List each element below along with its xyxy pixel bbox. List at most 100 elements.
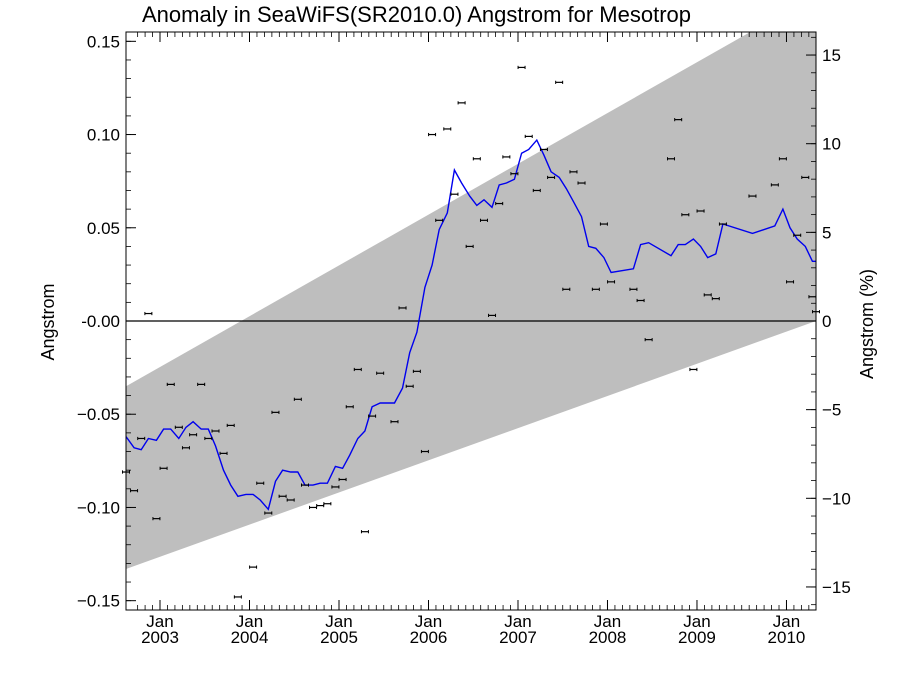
- y-right-tick-label: 5: [822, 223, 831, 242]
- data-point: [271, 410, 280, 414]
- data-point: [390, 420, 399, 424]
- blue-series-line: [126, 138, 816, 511]
- data-point: [264, 511, 273, 515]
- data-point: [353, 367, 362, 372]
- y-tick-label: 0.10: [87, 126, 120, 145]
- y-tick-label: −0.15: [77, 592, 120, 611]
- data-point: [189, 433, 198, 437]
- data-point: [562, 287, 571, 291]
- data-point: [718, 222, 727, 226]
- data-point: [293, 397, 302, 401]
- data-point: [249, 565, 258, 569]
- data-point: [599, 222, 608, 226]
- data-point: [696, 209, 705, 213]
- data-point: [748, 194, 757, 198]
- x-tick-year: 2009: [678, 628, 716, 647]
- data-point: [197, 382, 206, 386]
- x-tick-year: 2010: [768, 628, 806, 647]
- data-point: [204, 436, 213, 441]
- data-point: [495, 201, 504, 206]
- y-tick-label: -0.00: [81, 312, 120, 331]
- data-point: [457, 101, 466, 105]
- data-point: [681, 213, 690, 217]
- data-point: [524, 134, 533, 139]
- data-point: [338, 477, 347, 482]
- data-point: [801, 175, 810, 180]
- data-point: [181, 446, 190, 450]
- data-point: [309, 505, 318, 510]
- y-tick-label: −0.10: [77, 498, 120, 517]
- data-point: [137, 436, 146, 441]
- data-point: [159, 466, 168, 470]
- x-tick-month: Jan: [325, 612, 352, 631]
- y-right-tick-label: 0: [822, 312, 831, 331]
- data-point: [443, 127, 452, 131]
- axes: 0.15 0.10 0.05 -0.00 −0.05 −0.10 −0.15 15 10 5 0 −5…: [77, 32, 851, 647]
- y-right-tick-label: 10: [822, 135, 841, 154]
- data-point: [130, 489, 139, 493]
- y-right-tick-label: 15: [822, 46, 841, 65]
- data-point: [793, 233, 802, 237]
- data-point: [689, 367, 698, 372]
- data-point: [331, 485, 340, 489]
- data-point: [786, 280, 795, 284]
- data-point: [152, 517, 161, 521]
- data-point: [472, 157, 481, 161]
- data-point: [479, 218, 488, 222]
- data-point: [174, 425, 183, 429]
- data-point: [360, 530, 369, 534]
- data-point: [278, 494, 287, 498]
- data-point: [412, 369, 421, 373]
- x-tick-year: 2004: [231, 628, 269, 647]
- data-point: [629, 287, 638, 291]
- data-point: [539, 147, 548, 152]
- data-point: [376, 371, 385, 375]
- data-point: [577, 181, 586, 185]
- data-point: [547, 175, 556, 180]
- x-tick-month: Jan: [236, 612, 263, 631]
- x-tick-month: Jan: [683, 612, 710, 631]
- x-tick-month: Jan: [146, 612, 173, 631]
- y-right-tick-label: −15: [822, 578, 851, 597]
- data-point: [398, 306, 407, 310]
- data-point: [517, 65, 526, 70]
- data-point: [636, 298, 645, 303]
- data-point: [488, 313, 497, 318]
- x-tick-year: 2005: [320, 628, 358, 647]
- y-tick-label: 0.05: [87, 219, 120, 238]
- data-point: [778, 157, 787, 161]
- data-point: [667, 157, 676, 161]
- data-point: [644, 338, 653, 342]
- data-point: [144, 311, 153, 316]
- y-right-tick-label: −5: [822, 401, 841, 420]
- x-tick-year: 2008: [589, 628, 627, 647]
- y-tick-label: 0.15: [87, 32, 120, 51]
- data-point: [555, 80, 564, 84]
- x-tick-year: 2007: [499, 628, 537, 647]
- data-point: [607, 280, 616, 284]
- data-point: [770, 183, 779, 187]
- data-point: [435, 218, 444, 222]
- data-point: [345, 405, 354, 409]
- x-tick-month: Jan: [594, 612, 621, 631]
- data-point: [316, 503, 325, 508]
- data-point: [428, 132, 437, 137]
- data-point: [211, 429, 220, 433]
- data-point: [591, 287, 600, 291]
- data-point: [286, 498, 295, 502]
- x-tick-month: Jan: [504, 612, 531, 631]
- data-point: [502, 155, 511, 159]
- data-point: [300, 483, 309, 487]
- data-point: [405, 384, 414, 388]
- data-point: [256, 481, 265, 485]
- y-axis-label: Angstrom: [38, 283, 58, 360]
- data-point: [368, 414, 377, 418]
- x-tick-month: Jan: [415, 612, 442, 631]
- x-tick-month: Jan: [773, 612, 800, 631]
- band-polygon: [126, 32, 816, 569]
- x-tick-year: 2006: [410, 628, 448, 647]
- y-axis-label-right: Angstrom (%): [857, 269, 877, 379]
- data-point: [532, 188, 541, 193]
- data-point: [420, 449, 429, 454]
